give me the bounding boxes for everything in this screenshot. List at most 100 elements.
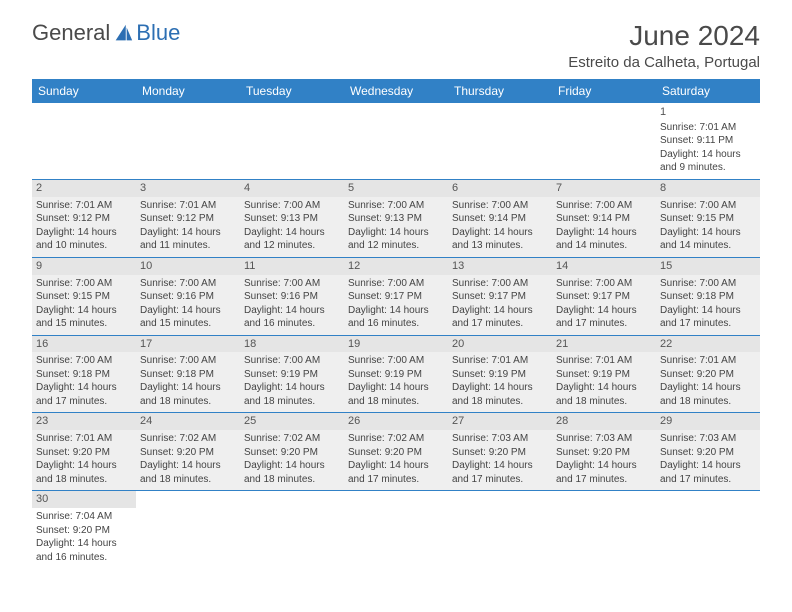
sunset-text: Sunset: 9:16 PM: [244, 290, 340, 304]
daylight-text: Daylight: 14 hours and 16 minutes.: [348, 304, 444, 331]
day-number: 25: [240, 413, 344, 430]
sunrise-text: Sunrise: 7:02 AM: [348, 432, 444, 446]
calendar-day-cell: 19Sunrise: 7:00 AMSunset: 9:19 PMDayligh…: [344, 335, 448, 413]
calendar-day-cell: 24Sunrise: 7:02 AMSunset: 9:20 PMDayligh…: [136, 413, 240, 491]
sunrise-text: Sunrise: 7:00 AM: [556, 277, 652, 291]
daylight-text: Daylight: 14 hours and 17 minutes.: [452, 304, 548, 331]
day-number: 22: [656, 336, 760, 353]
calendar-day-cell: 18Sunrise: 7:00 AMSunset: 9:19 PMDayligh…: [240, 335, 344, 413]
calendar-day-cell: 5Sunrise: 7:00 AMSunset: 9:13 PMDaylight…: [344, 179, 448, 257]
sunset-text: Sunset: 9:20 PM: [36, 524, 132, 538]
calendar-week-row: 23Sunrise: 7:01 AMSunset: 9:20 PMDayligh…: [32, 413, 760, 491]
daylight-text: Daylight: 14 hours and 11 minutes.: [140, 226, 236, 253]
day-number: 19: [344, 336, 448, 353]
day-number: 30: [32, 491, 136, 508]
weekday-header-row: SundayMondayTuesdayWednesdayThursdayFrid…: [32, 79, 760, 103]
calendar-week-row: 2Sunrise: 7:01 AMSunset: 9:12 PMDaylight…: [32, 179, 760, 257]
sunrise-text: Sunrise: 7:00 AM: [140, 354, 236, 368]
calendar-day-cell: 14Sunrise: 7:00 AMSunset: 9:17 PMDayligh…: [552, 257, 656, 335]
weekday-header: Saturday: [656, 79, 760, 103]
calendar-day-cell: 6Sunrise: 7:00 AMSunset: 9:14 PMDaylight…: [448, 179, 552, 257]
calendar-empty-cell: [344, 103, 448, 179]
weekday-header: Friday: [552, 79, 656, 103]
title-block: June 2024 Estreito da Calheta, Portugal: [568, 20, 760, 71]
sunset-text: Sunset: 9:19 PM: [452, 368, 548, 382]
calendar-day-cell: 16Sunrise: 7:00 AMSunset: 9:18 PMDayligh…: [32, 335, 136, 413]
sunrise-text: Sunrise: 7:01 AM: [660, 121, 756, 135]
calendar-day-cell: 12Sunrise: 7:00 AMSunset: 9:17 PMDayligh…: [344, 257, 448, 335]
sunrise-text: Sunrise: 7:00 AM: [140, 277, 236, 291]
calendar-week-row: 16Sunrise: 7:00 AMSunset: 9:18 PMDayligh…: [32, 335, 760, 413]
calendar-empty-cell: [448, 491, 552, 568]
sunset-text: Sunset: 9:14 PM: [556, 212, 652, 226]
calendar-day-cell: 10 Sunrise: 7:00 AMSunset: 9:16 PMDayligh…: [136, 257, 240, 335]
calendar-day-cell: 7Sunrise: 7:00 AMSunset: 9:14 PMDaylight…: [552, 179, 656, 257]
sunset-text: Sunset: 9:17 PM: [452, 290, 548, 304]
calendar-week-row: 30Sunrise: 7:04 AMSunset: 9:20 PMDayligh…: [32, 491, 760, 568]
sunrise-text: Sunrise: 7:00 AM: [348, 354, 444, 368]
weekday-header: Thursday: [448, 79, 552, 103]
sunset-text: Sunset: 9:19 PM: [556, 368, 652, 382]
daylight-text: Daylight: 14 hours and 12 minutes.: [244, 226, 340, 253]
calendar-day-cell: 30Sunrise: 7:04 AMSunset: 9:20 PMDayligh…: [32, 491, 136, 568]
calendar-empty-cell: [240, 103, 344, 179]
calendar-day-cell: 3Sunrise: 7:01 AMSunset: 9:12 PMDaylight…: [136, 179, 240, 257]
sunset-text: Sunset: 9:12 PM: [140, 212, 236, 226]
weekday-header: Sunday: [32, 79, 136, 103]
sunrise-text: Sunrise: 7:00 AM: [244, 199, 340, 213]
sunset-text: Sunset: 9:19 PM: [244, 368, 340, 382]
day-number: 8: [656, 180, 760, 197]
sunrise-text: Sunrise: 7:02 AM: [140, 432, 236, 446]
daylight-text: Daylight: 14 hours and 17 minutes.: [348, 459, 444, 486]
day-number: 6: [448, 180, 552, 197]
sunset-text: Sunset: 9:20 PM: [140, 446, 236, 460]
calendar-day-cell: 17Sunrise: 7:00 AMSunset: 9:18 PMDayligh…: [136, 335, 240, 413]
sunset-text: Sunset: 9:16 PM: [140, 290, 236, 304]
weekday-header: Wednesday: [344, 79, 448, 103]
calendar-day-cell: 2Sunrise: 7:01 AMSunset: 9:12 PMDaylight…: [32, 179, 136, 257]
sunset-text: Sunset: 9:11 PM: [660, 134, 756, 148]
daylight-text: Daylight: 14 hours and 15 minutes.: [140, 304, 236, 331]
sunset-text: Sunset: 9:19 PM: [348, 368, 444, 382]
day-number: 17: [136, 336, 240, 353]
day-number: 20: [448, 336, 552, 353]
day-number: 26: [344, 413, 448, 430]
sunset-text: Sunset: 9:20 PM: [556, 446, 652, 460]
daylight-text: Daylight: 14 hours and 13 minutes.: [452, 226, 548, 253]
sunset-text: Sunset: 9:20 PM: [660, 368, 756, 382]
daylight-text: Daylight: 14 hours and 18 minutes.: [140, 381, 236, 408]
day-number: 29: [656, 413, 760, 430]
daylight-text: Daylight: 14 hours and 17 minutes.: [556, 304, 652, 331]
daylight-text: Daylight: 14 hours and 15 minutes.: [36, 304, 132, 331]
logo-text-general: General: [32, 20, 110, 46]
calendar-day-cell: 9Sunrise: 7:00 AMSunset: 9:15 PMDaylight…: [32, 257, 136, 335]
daylight-text: Daylight: 14 hours and 18 minutes.: [36, 459, 132, 486]
calendar-day-cell: 8Sunrise: 7:00 AMSunset: 9:15 PMDaylight…: [656, 179, 760, 257]
calendar-week-row: 1Sunrise: 7:01 AMSunset: 9:11 PMDaylight…: [32, 103, 760, 179]
sunset-text: Sunset: 9:18 PM: [36, 368, 132, 382]
day-number: 7: [552, 180, 656, 197]
day-number: 27: [448, 413, 552, 430]
sunrise-text: Sunrise: 7:04 AM: [36, 510, 132, 524]
location: Estreito da Calheta, Portugal: [568, 54, 760, 71]
day-number: 23: [32, 413, 136, 430]
daylight-text: Daylight: 14 hours and 14 minutes.: [660, 226, 756, 253]
daylight-text: Daylight: 14 hours and 18 minutes.: [244, 459, 340, 486]
daylight-text: Daylight: 14 hours and 18 minutes.: [244, 381, 340, 408]
month-title: June 2024: [568, 20, 760, 52]
logo-sail-icon: [112, 22, 134, 44]
sunrise-text: Sunrise: 7:00 AM: [452, 199, 548, 213]
sunrise-text: Sunrise: 7:00 AM: [244, 277, 340, 291]
sunset-text: Sunset: 9:20 PM: [660, 446, 756, 460]
day-number: 4: [240, 180, 344, 197]
sunset-text: Sunset: 9:13 PM: [244, 212, 340, 226]
sunset-text: Sunset: 9:20 PM: [348, 446, 444, 460]
sunset-text: Sunset: 9:20 PM: [244, 446, 340, 460]
day-number: 10: [136, 258, 240, 275]
sunrise-text: Sunrise: 7:00 AM: [36, 277, 132, 291]
sunrise-text: Sunrise: 7:01 AM: [556, 354, 652, 368]
logo-text-blue: Blue: [136, 20, 180, 46]
day-number: 3: [136, 180, 240, 197]
day-number: 24: [136, 413, 240, 430]
sunrise-text: Sunrise: 7:03 AM: [660, 432, 756, 446]
